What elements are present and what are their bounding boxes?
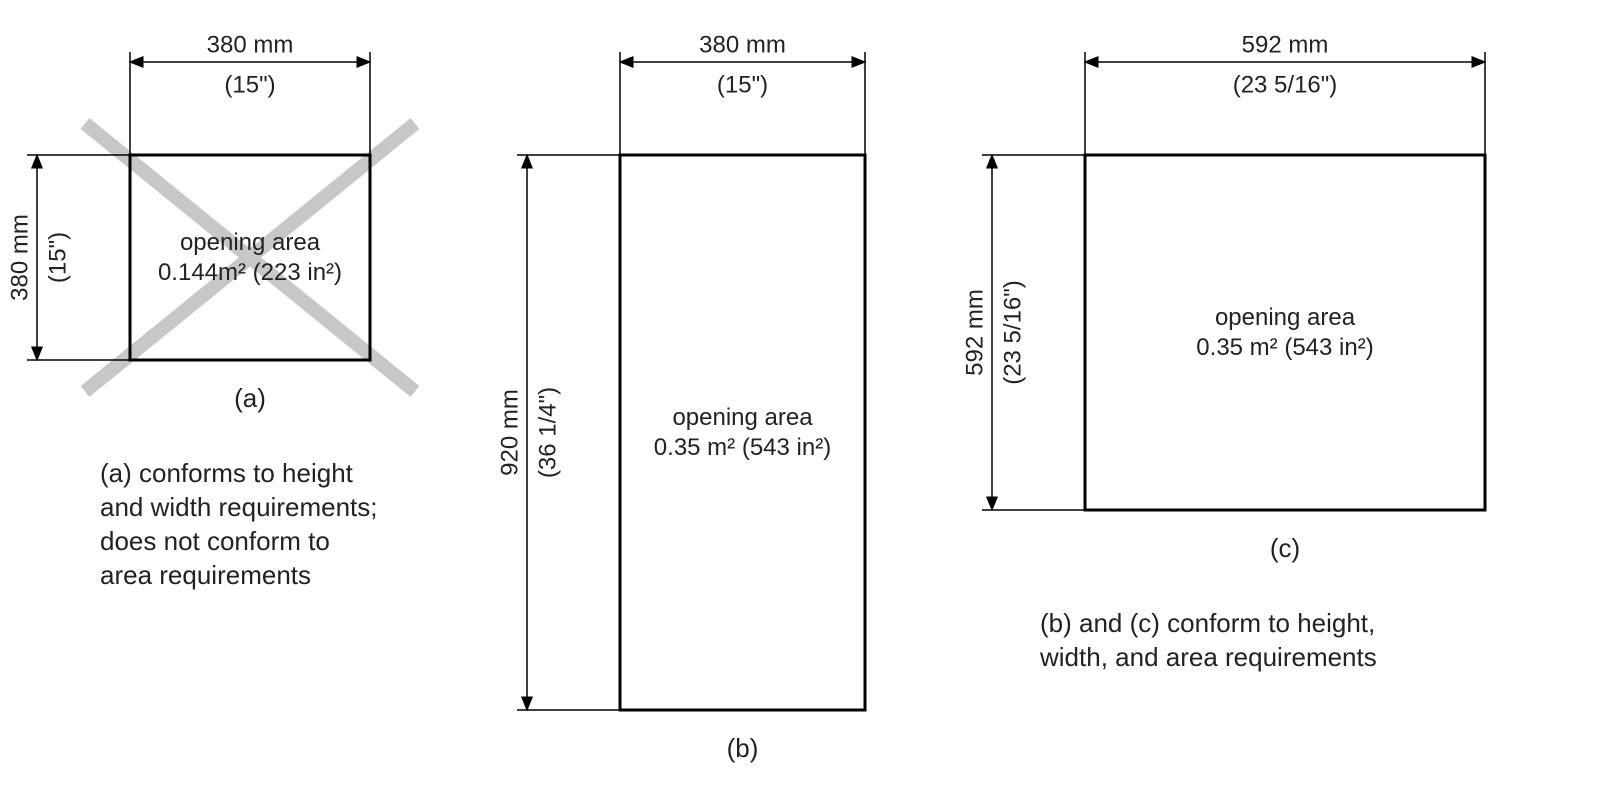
left-dim-mm: 380 mm [6,214,33,301]
panel-id: (c) [1270,533,1300,563]
note-a-line: and width requirements; [100,492,377,522]
area-value: 0.144m² (223 in²) [158,259,342,286]
top-dim-mm: 380 mm [207,31,294,58]
left-dim-mm: 592 mm [961,289,988,376]
area-label: opening area [180,229,321,256]
area-value: 0.35 m² (543 in²) [1196,334,1373,361]
panel-id: (a) [234,383,266,413]
top-dim-mm: 592 mm [1242,31,1329,58]
note-bc-line: (b) and (c) conform to height, [1040,608,1375,638]
panel-id: (b) [727,733,759,763]
top-dim-inch: (15") [224,71,275,98]
left-dim-inch: (23 5/16") [999,280,1026,385]
top-dim-inch: (23 5/16") [1233,71,1338,98]
area-label: opening area [1215,304,1356,331]
top-dim-inch: (15") [717,71,768,98]
left-dim-inch: (36 1/4") [534,387,561,478]
note-a-line: (a) conforms to height [100,458,354,488]
top-dim-mm: 380 mm [699,31,786,58]
area-label: opening area [672,404,813,431]
note-a-line: area requirements [100,560,311,590]
left-dim-inch: (15") [44,232,71,283]
note-a-line: does not conform to [100,526,330,556]
note-bc-line: width, and area requirements [1039,642,1377,672]
left-dim-mm: 920 mm [496,389,523,476]
area-value: 0.35 m² (543 in²) [654,434,831,461]
